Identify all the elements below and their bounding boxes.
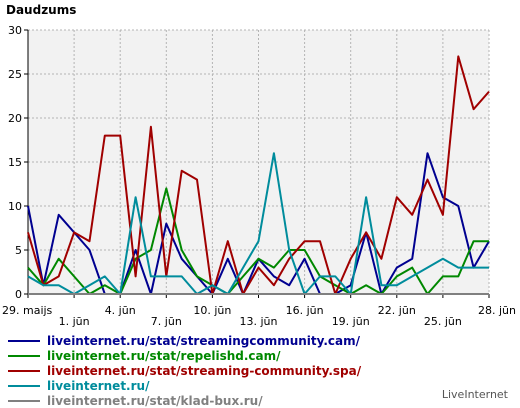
x-tick-label: 16. jūn (286, 304, 324, 317)
x-tick-label: 10. jūn (193, 304, 231, 317)
legend-swatch (8, 369, 40, 372)
legend: liveinternet.ru/stat/streamingcommunity.… (8, 333, 361, 408)
legend-item: liveinternet.ru/stat/klad-bux.ru/ (8, 393, 361, 408)
series-line (27, 55, 490, 295)
x-tick-label: 13. jūn (240, 315, 278, 328)
legend-label: liveinternet.ru/stat/streamingcommunity.… (47, 333, 361, 348)
x-tick-label: 29. maijs (2, 304, 53, 317)
x-tick-label: 25. jūn (424, 315, 462, 328)
line-chart: Daudzums 0 5 10 15 20 25 30 29. maijs 1. jūn 4. j… (2, 3, 516, 328)
legend-item: liveinternet.ru/stat/repelishd.cam/ (8, 348, 361, 363)
x-tick-label: 28. jūn (478, 304, 516, 317)
legend-swatch (8, 399, 40, 402)
y-tick-label: 30 (8, 24, 22, 37)
chart-title: Daudzums (6, 3, 76, 17)
legend-swatch (8, 354, 40, 357)
x-tick-label: 7. jūn (151, 315, 182, 328)
x-tick-label: 22. jūn (378, 304, 416, 317)
legend-swatch (8, 384, 40, 387)
legend-label: liveinternet.ru/ (47, 378, 150, 393)
x-tick-label: 4. jūn (105, 304, 136, 317)
x-tick-label: 1. jūn (59, 315, 90, 328)
y-tick-label: 5 (15, 244, 22, 257)
legend-label: liveinternet.ru/stat/streaming-community… (47, 363, 362, 378)
y-tick-label: 0 (15, 288, 22, 301)
y-tick-label: 25 (8, 68, 22, 81)
legend-item: liveinternet.ru/ (8, 378, 361, 393)
legend-label: liveinternet.ru/stat/klad-bux.ru/ (47, 393, 263, 408)
y-tick-label: 10 (8, 200, 22, 213)
series-line (27, 187, 489, 295)
legend-item: liveinternet.ru/stat/streaming-community… (8, 363, 361, 378)
legend-label: liveinternet.ru/stat/repelishd.cam/ (47, 348, 281, 363)
series-line (27, 152, 489, 295)
x-tick-label: 19. jūn (332, 315, 370, 328)
watermark: LiveInternet (441, 388, 508, 401)
y-tick-label: 20 (8, 112, 22, 125)
legend-item: liveinternet.ru/stat/streamingcommunity.… (8, 333, 361, 348)
legend-swatch (8, 339, 40, 342)
y-tick-label: 15 (8, 156, 22, 169)
